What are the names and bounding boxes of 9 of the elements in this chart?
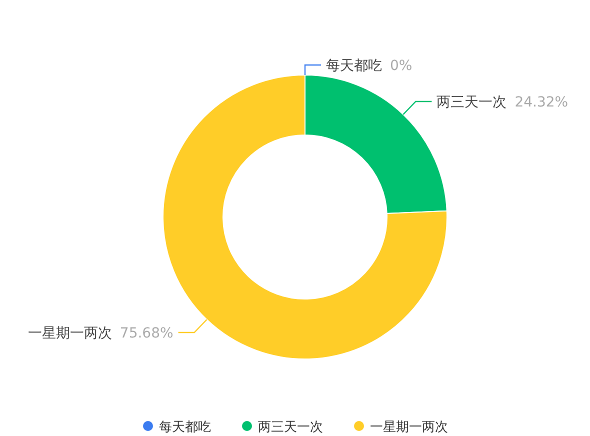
slice-label: 一星期一两次 xyxy=(28,326,112,342)
text: 0% xyxy=(390,58,412,74)
legend-label: 一星期一两次 xyxy=(370,420,448,435)
legend-label: 两三天一次 xyxy=(258,420,323,435)
data-label: 24.32% xyxy=(514,94,568,110)
slice-label: 两三天一次 xyxy=(436,94,507,110)
legend-label: 每天都吃 xyxy=(326,58,382,74)
data-label: 75.68% xyxy=(120,326,174,342)
category-label: 每天都吃 xyxy=(159,420,211,435)
